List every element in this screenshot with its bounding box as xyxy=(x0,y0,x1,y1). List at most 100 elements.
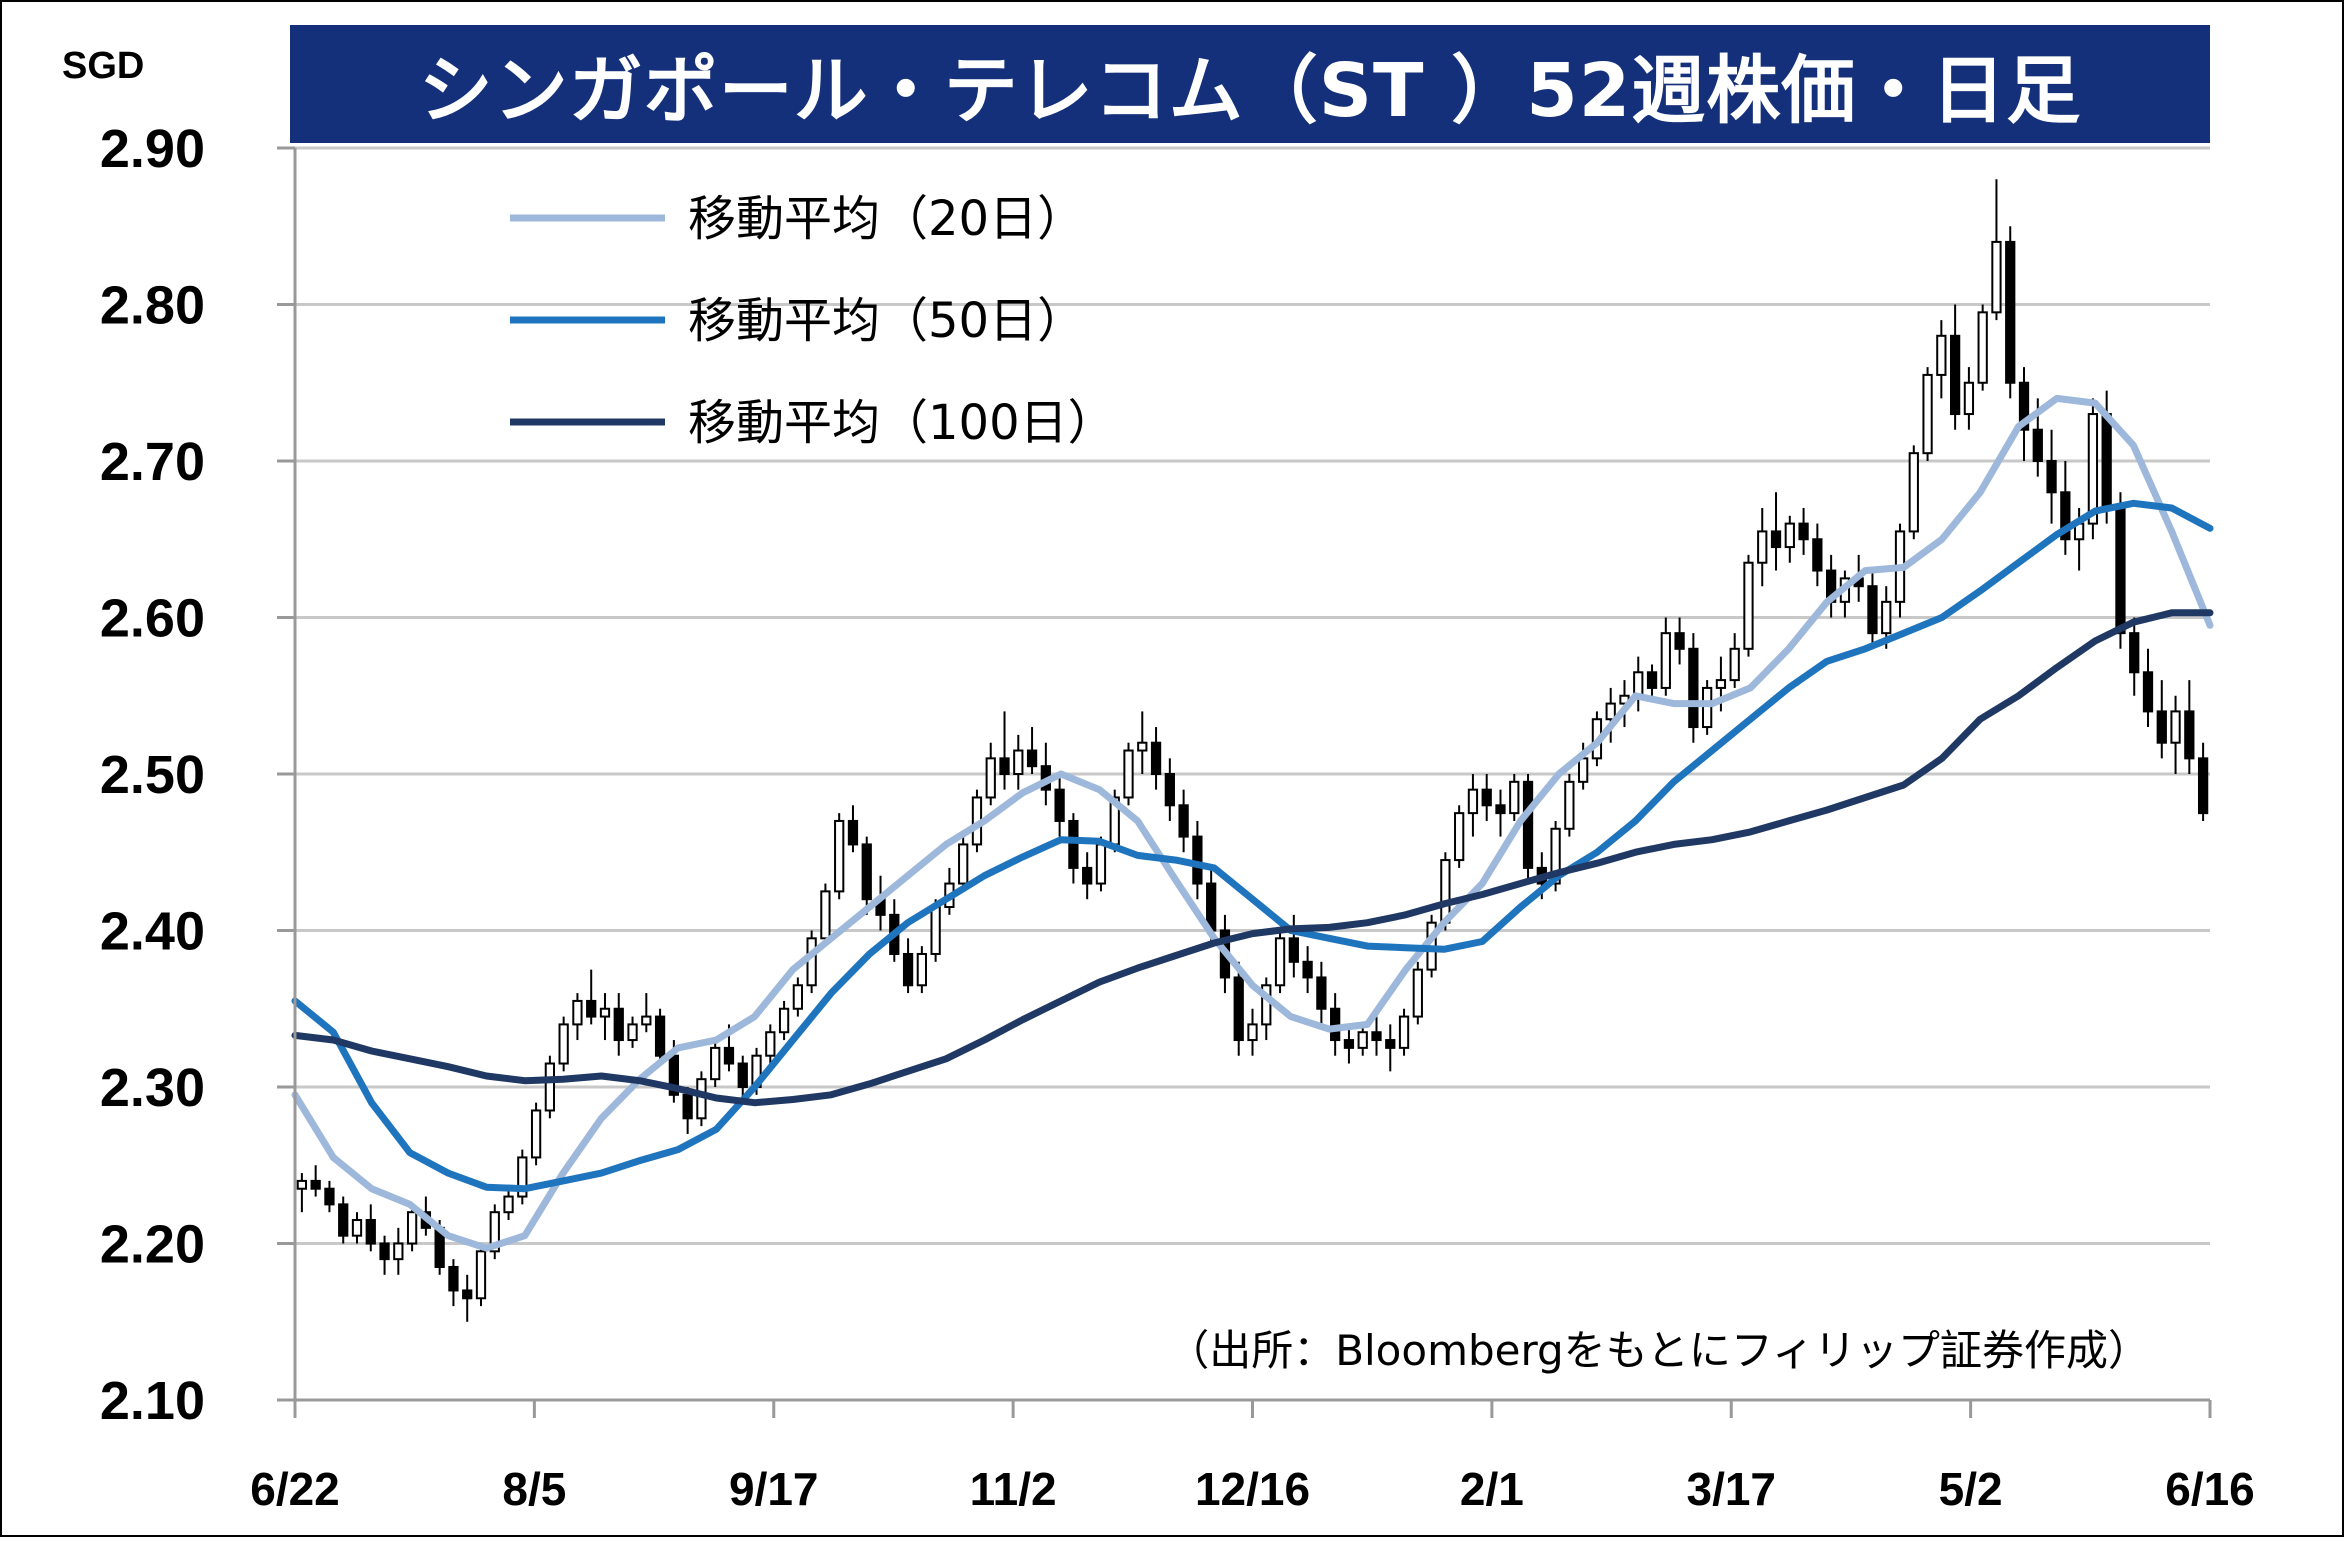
candle-body xyxy=(1164,773,1175,807)
candle-body xyxy=(1398,1015,1410,1049)
x-tick-label: 5/2 xyxy=(1939,1463,2003,1515)
candle-body xyxy=(1605,702,1616,721)
chart-title: シンガポール・テレコム（ST ）52週株価・日足 xyxy=(290,25,2210,143)
candle-body xyxy=(930,906,941,955)
candle-body xyxy=(613,1007,624,1042)
candle-body xyxy=(2170,710,2181,744)
candle-body xyxy=(1660,632,1671,689)
legend: 移動平均（20日） 移動平均（50日） 移動平均（100日） xyxy=(510,191,1116,451)
candle-body xyxy=(696,1078,707,1120)
candle-body xyxy=(1068,819,1079,869)
y-tick-label: 2.70 xyxy=(100,432,205,492)
candlesticks xyxy=(296,179,2209,1322)
candle-body xyxy=(1316,976,1327,1010)
candle-body xyxy=(792,984,803,1010)
y-tick-label: 2.40 xyxy=(100,902,205,962)
candle-body xyxy=(1867,585,1878,635)
x-tick-label: 3/17 xyxy=(1686,1463,1776,1515)
x-tick-label: 12/16 xyxy=(1195,1463,1310,1515)
y-axis-unit: SGD xyxy=(62,45,145,87)
candle-body xyxy=(1812,538,1823,572)
candle-body xyxy=(1412,968,1423,1018)
y-tick-label: 2.50 xyxy=(100,745,205,805)
candle-body xyxy=(1881,600,1892,635)
candle-body xyxy=(2142,671,2154,713)
y-tick-label: 2.20 xyxy=(100,1215,205,1275)
candle-body xyxy=(710,1046,721,1081)
axes xyxy=(277,146,2212,1418)
candle-body xyxy=(1247,1023,1258,1042)
candle-body xyxy=(958,843,969,885)
ma-line-1 xyxy=(291,499,2214,1193)
candle-body xyxy=(2115,506,2126,635)
candle-body xyxy=(806,937,817,987)
x-tick-label: 6/22 xyxy=(250,1463,340,1515)
candle-body xyxy=(641,1015,652,1026)
candle-body xyxy=(1330,1007,1341,1042)
candle-body xyxy=(1343,1039,1355,1049)
candle-body xyxy=(1977,311,1988,384)
x-tick-label: 8/5 xyxy=(502,1463,566,1515)
candle-body xyxy=(1013,749,1024,776)
candle-body xyxy=(723,1046,735,1065)
candle-body xyxy=(1702,686,1713,729)
legend-label: 移動平均（20日） xyxy=(688,191,1085,247)
candle-body xyxy=(586,999,597,1018)
candle-body xyxy=(1908,452,1919,533)
candle-body xyxy=(2087,413,2099,525)
candle-body xyxy=(1633,671,1644,697)
candle-body xyxy=(627,1023,638,1042)
candle-body xyxy=(2005,240,2016,384)
candle-body xyxy=(1550,827,1561,885)
y-tick-label: 2.10 xyxy=(100,1371,205,1431)
candle-body xyxy=(1757,530,1768,564)
candle-body xyxy=(296,1179,308,1190)
legend-label: 移動平均（100日） xyxy=(688,395,1116,451)
candle-body xyxy=(558,1023,569,1065)
candle-body xyxy=(1192,835,1203,885)
candle-body xyxy=(820,890,831,940)
candle-body xyxy=(2060,491,2071,541)
x-tick-label: 9/17 xyxy=(729,1463,819,1515)
candle-body xyxy=(1054,788,1065,822)
candle-body xyxy=(599,1007,611,1018)
candle-body xyxy=(985,757,996,799)
candle-body xyxy=(1936,334,1947,376)
candle-body xyxy=(1743,561,1754,650)
candle-body xyxy=(338,1203,349,1237)
candle-body xyxy=(1646,671,1658,689)
candle-body xyxy=(393,1242,404,1261)
x-tick-label: 11/2 xyxy=(970,1463,1057,1515)
candle-body xyxy=(1454,812,1465,862)
candle-body xyxy=(916,952,927,987)
y-tick-label: 2.30 xyxy=(100,1058,205,1118)
y-tick-labels: 2.10 2.20 2.30 2.40 2.50 2.60 2.70 2.80 2.90 xyxy=(100,119,205,1431)
candle-body xyxy=(448,1265,459,1292)
candle-body xyxy=(1770,530,1782,549)
candle-body xyxy=(834,819,845,893)
candle-body xyxy=(1688,647,1699,729)
candle-body xyxy=(1123,749,1134,799)
candle-body xyxy=(379,1242,390,1261)
candle-body xyxy=(1784,522,1795,549)
candle-body xyxy=(999,757,1010,775)
candle-body xyxy=(902,952,914,987)
candle-body xyxy=(861,843,872,901)
candle-body xyxy=(1481,788,1492,807)
candle-body xyxy=(530,1109,542,1159)
candle-body xyxy=(2197,757,2209,815)
candle-body xyxy=(365,1219,376,1245)
candle-body xyxy=(765,1031,776,1057)
candle-body xyxy=(1357,1031,1368,1049)
candle-body xyxy=(544,1062,556,1112)
candle-body xyxy=(475,1250,487,1300)
candle-body xyxy=(462,1289,473,1300)
x-tick-label: 2/1 xyxy=(1460,1463,1524,1515)
candle-body xyxy=(1963,381,1975,416)
candle-body xyxy=(1385,1039,1396,1049)
candle-body xyxy=(1302,960,1313,979)
candle-body xyxy=(489,1211,500,1253)
candle-body xyxy=(1026,749,1038,768)
